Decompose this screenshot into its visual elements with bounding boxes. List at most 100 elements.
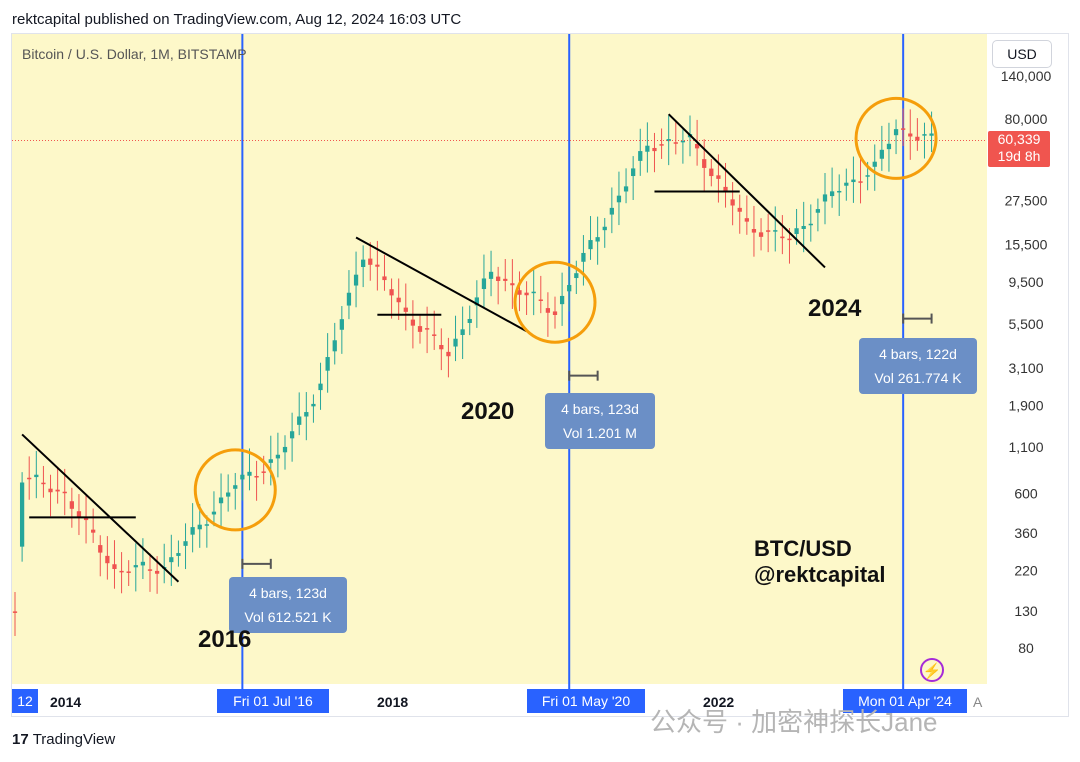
candle-body (865, 175, 870, 177)
x-label-2022: 2022 (703, 694, 735, 710)
annotation-2024: 2024 (808, 295, 862, 322)
candle-body (140, 561, 146, 566)
plot-area (12, 34, 987, 684)
candle-body (694, 144, 700, 149)
candle-body (567, 285, 572, 292)
candle-body (474, 297, 479, 306)
last-price-tag: 60,339 19d 8h (988, 131, 1050, 167)
symbol-label: Bitcoin / U.S. Dollar, 1M, BITSTAMP (22, 46, 247, 62)
candle-body (488, 271, 494, 279)
annotation-2020: 2020 (461, 398, 515, 425)
trendline-2018 (355, 236, 528, 333)
candle-body (780, 236, 785, 239)
candle-body (289, 431, 295, 439)
candle-body (851, 179, 856, 183)
candle-body (346, 292, 352, 306)
candle-body (481, 278, 487, 290)
candle-body (524, 292, 529, 296)
y-tick-label: 220 (1014, 563, 1038, 579)
candle-body (552, 311, 558, 315)
candle-body (27, 477, 32, 480)
candle-body (574, 273, 579, 279)
candle-body (176, 553, 181, 556)
measure-volume: Vol 261.774 K (874, 370, 962, 386)
publish-header: rektcapital published on TradingView.com… (12, 11, 462, 28)
candle-body (837, 190, 842, 193)
candle-body (545, 308, 551, 313)
candle-body (410, 319, 416, 326)
candle-body (41, 482, 46, 485)
candle-body (112, 564, 117, 569)
currency-button[interactable]: USD (992, 40, 1052, 68)
trendline-2022 (667, 113, 826, 269)
candle-body (751, 229, 757, 233)
candle-body (62, 491, 67, 494)
candle-body (922, 134, 927, 136)
x-label-edge: A (973, 694, 983, 710)
candle-body (69, 501, 74, 509)
tv-logo-mark: 17 (12, 731, 29, 748)
candle-body (531, 291, 536, 294)
y-tick-label: 5,500 (1008, 316, 1043, 332)
candle-body (652, 147, 657, 152)
candle-body (76, 511, 82, 518)
candle-body (211, 511, 217, 515)
candle-body (282, 446, 288, 453)
candle-body (254, 475, 259, 478)
last-price-value: 60,339 (997, 131, 1041, 147)
candle-body (154, 570, 160, 574)
halving-circle-2024 (854, 96, 938, 180)
bar-countdown: 19d 8h (997, 148, 1041, 164)
candle-body (91, 529, 96, 533)
candle-body (538, 299, 543, 302)
candle-body (12, 611, 18, 613)
measure-bars: 4 bars, 122d (879, 346, 957, 362)
candle-body (460, 329, 465, 335)
candle-body (311, 403, 316, 407)
candle-body (204, 524, 209, 526)
candle-body (432, 334, 437, 336)
candle-body (602, 226, 607, 231)
candle-body (133, 565, 138, 568)
measure-volume: Vol 1.201 M (563, 425, 637, 441)
candle-body (389, 289, 394, 296)
flash-icon[interactable]: ⚡ (920, 658, 944, 682)
candle-body (467, 318, 472, 323)
y-tick-label: 15,500 (1005, 237, 1048, 253)
y-tick-label: 9,500 (1008, 274, 1043, 290)
y-tick-label: 80 (1018, 640, 1034, 656)
candle-body (581, 252, 586, 262)
chart-watermark: BTC/USD @rektcapital (754, 536, 886, 588)
candle-body (247, 471, 252, 476)
candle-body (126, 571, 131, 573)
candle-body (709, 168, 714, 177)
candle-body (197, 524, 202, 530)
time-tag-halving-2016: Fri 01 Jul '16 (217, 689, 329, 713)
candle-body (268, 459, 273, 463)
candle-body (453, 338, 458, 347)
measure-bars: 4 bars, 123d (249, 585, 327, 601)
candle-body (375, 264, 380, 267)
candle-body (666, 139, 671, 142)
candle-body (318, 383, 323, 391)
candle-body (787, 238, 792, 241)
measure-box-2020: 4 bars, 123d Vol 1.201 M (545, 393, 655, 449)
y-tick-label: 140,000 (1001, 68, 1052, 84)
wechat-watermark: 公众号 · 加密神探长Jane (650, 707, 938, 737)
candle-body (304, 412, 309, 417)
candle-body (822, 194, 828, 202)
candle-body (361, 259, 366, 268)
candle-body (183, 541, 188, 546)
candle-body (261, 471, 266, 473)
candle-body (382, 276, 387, 281)
chart-frame (11, 33, 1069, 717)
candle-body (446, 351, 451, 357)
candle-body (872, 161, 877, 167)
x-label-2014: 2014 (50, 694, 82, 710)
candle-body (147, 569, 153, 571)
candle-body (325, 357, 330, 371)
candle-body (815, 209, 821, 213)
candle-body (34, 474, 39, 478)
candle-body (680, 140, 686, 143)
